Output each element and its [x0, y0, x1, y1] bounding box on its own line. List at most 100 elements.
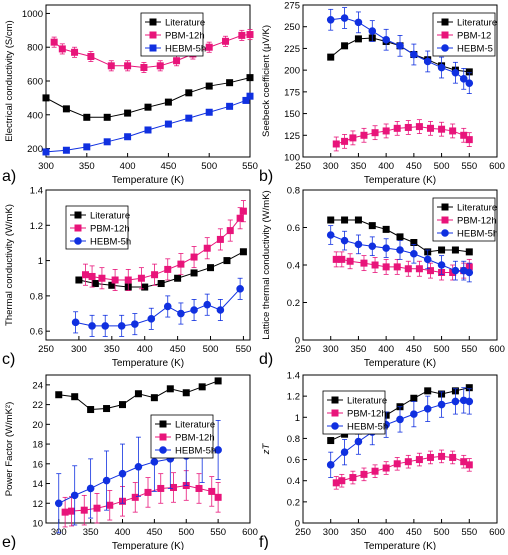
data-point — [103, 113, 111, 121]
data-point — [438, 246, 446, 254]
x-axis-label: Temperature (K) — [112, 175, 184, 186]
data-point — [223, 257, 231, 265]
y-tick-label: 600 — [27, 77, 43, 88]
data-point — [360, 259, 368, 267]
legend-marker — [149, 44, 157, 52]
legend-marker — [149, 31, 157, 39]
series-pbm-12 — [332, 119, 473, 152]
data-point — [70, 491, 79, 500]
data-point — [75, 276, 83, 284]
data-point — [102, 476, 111, 485]
x-tick-label: 400 — [115, 527, 131, 538]
series-literature — [327, 216, 473, 256]
data-point — [71, 393, 79, 401]
x-tick-label: 250 — [295, 344, 311, 355]
data-point — [451, 246, 459, 254]
data-point — [371, 467, 379, 475]
data-point — [119, 401, 126, 409]
data-point — [354, 216, 362, 224]
x-tick-label: 450 — [406, 344, 422, 355]
x-tick-label: 250 — [38, 344, 54, 355]
data-point — [438, 125, 446, 133]
data-point — [340, 236, 349, 245]
data-point — [134, 390, 142, 398]
panel-d: 250 300 350 400 450 500 550 600 0 0.2 0.4 0.6 0.8 Tem… — [259, 186, 505, 370]
data-point — [216, 235, 224, 243]
y-axis-label: zT — [261, 443, 272, 456]
series-hebm-5h — [326, 225, 474, 283]
data-point — [214, 493, 222, 501]
data-point — [190, 253, 198, 261]
legend-marker — [441, 18, 449, 26]
data-point — [459, 75, 468, 83]
data-point — [214, 377, 222, 385]
data-point — [368, 27, 377, 35]
y-tick-label: 0.2 — [287, 298, 300, 309]
legend-label: PBM-12h — [175, 433, 215, 444]
data-point — [465, 136, 473, 144]
data-point — [103, 405, 111, 413]
y-tick-label: 0.4 — [287, 261, 300, 272]
data-point — [185, 89, 193, 97]
y-tick-label: 1.4 — [30, 186, 43, 197]
data-point — [465, 268, 474, 277]
data-point — [42, 94, 50, 102]
y-tick-label: 0.6 — [287, 223, 300, 234]
legend-label: PBM-12h — [347, 409, 387, 420]
data-point — [195, 484, 203, 492]
data-point — [157, 280, 165, 288]
data-point — [101, 322, 110, 330]
data-point — [410, 50, 418, 59]
data-point — [354, 437, 363, 446]
data-point — [242, 96, 250, 104]
legend-marker — [74, 237, 82, 245]
data-point — [415, 123, 423, 131]
series-hebm-5h — [71, 277, 244, 337]
data-point — [382, 225, 390, 233]
legend-label: PBM-12h — [90, 224, 130, 235]
data-point — [131, 320, 139, 328]
data-point — [332, 140, 340, 148]
data-point — [437, 261, 446, 269]
data-point — [50, 38, 58, 46]
x-tick-label: 300 — [38, 161, 54, 172]
plot-frame — [302, 4, 498, 158]
x-tick-label: 500 — [434, 527, 450, 538]
x-tick-label: 600 — [489, 527, 505, 538]
x-tick-label: 400 — [378, 344, 394, 355]
data-point — [98, 274, 106, 282]
panel-label: c) — [2, 351, 15, 368]
data-point — [368, 222, 376, 230]
data-point — [410, 249, 418, 258]
x-axis-label: Temperature (K) — [112, 541, 184, 550]
legend: Literature PBM-12h HEBM-5h — [150, 414, 216, 459]
legend-label: Literature — [457, 18, 497, 29]
legend: Literature PBM-12h HEBM-5h — [140, 12, 206, 57]
panel-label: d) — [259, 351, 273, 368]
data-point — [239, 248, 247, 256]
x-tick-label: 450 — [170, 344, 186, 355]
data-point — [147, 315, 156, 323]
y-tick-label: 0.8 — [30, 291, 43, 302]
x-tick-label: 550 — [210, 527, 226, 538]
panel-label: b) — [259, 168, 273, 185]
x-axis-label: Temperature (K) — [364, 175, 436, 186]
legend-label: PBM-12 — [457, 31, 491, 42]
data-point — [437, 63, 446, 72]
panel-b: 250 300 350 400 450 500 550 600 100 125 150 175 200 2… — [259, 1, 505, 187]
data-point — [205, 82, 213, 90]
y-tick-label: 1 — [38, 256, 43, 267]
data-point — [164, 120, 172, 128]
y-tick-label: 16 — [32, 459, 43, 470]
legend-label: Literature — [175, 420, 215, 431]
x-tick-label: 550 — [461, 161, 477, 172]
y-axis-label: Seebeck coefficient (μV/K) — [261, 25, 272, 137]
data-point — [451, 397, 460, 406]
data-point — [341, 137, 349, 145]
legend-label: PBM-12h — [165, 31, 205, 42]
x-axis-label: Temperature (K) — [112, 358, 184, 369]
y-tick-label: 0.4 — [287, 476, 300, 487]
data-point — [42, 148, 50, 156]
x-tick-label: 500 — [178, 527, 194, 538]
